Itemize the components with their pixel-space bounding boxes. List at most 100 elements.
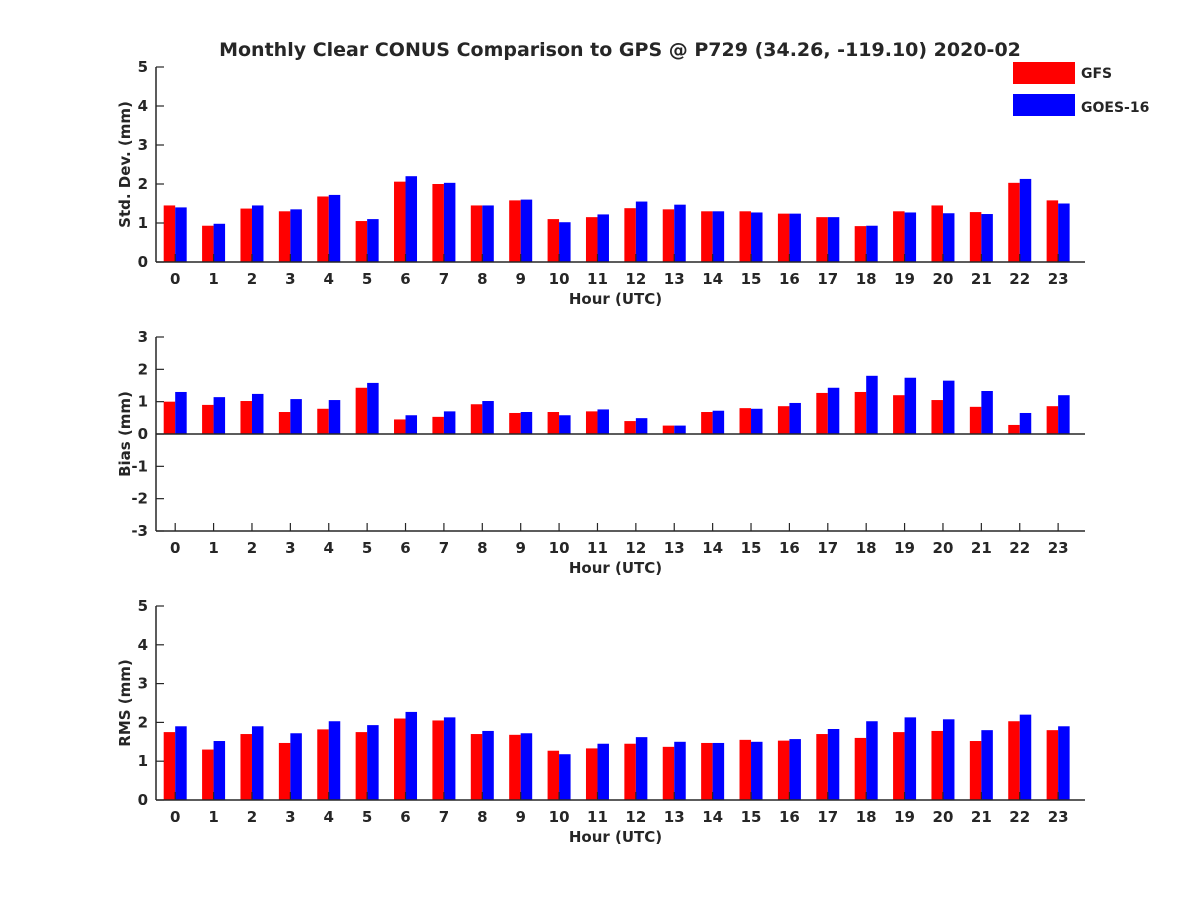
- rms-bar-gfs-0: [163, 732, 176, 800]
- rms-bar-goes-16-3: [290, 733, 302, 800]
- rms-x-tick-label: 2: [247, 808, 257, 826]
- rms-bar-gfs-16: [777, 740, 790, 800]
- rms-bar-goes-16-6: [405, 711, 418, 800]
- rms-bar-goes-16-21: [981, 730, 993, 800]
- rms-y-tick-label: 0: [138, 791, 148, 809]
- std-dev-y-tick-label: 3: [138, 136, 148, 154]
- bias-x-tick-label: 5: [362, 539, 372, 557]
- bias-bar-goes-16-0: [175, 391, 187, 434]
- std-dev-bar-goes-16-9: [520, 199, 533, 262]
- std-dev-bar-gfs-14: [701, 211, 713, 262]
- std-dev-bar-goes-16-23: [1058, 203, 1070, 262]
- rms-bar-gfs-12: [624, 743, 636, 800]
- bias-x-tick-label: 17: [817, 539, 838, 557]
- std-dev-x-tick-label: 21: [971, 270, 992, 288]
- std-dev-x-tick-label: 17: [817, 270, 838, 288]
- std-dev-x-tick-label: 7: [439, 270, 449, 288]
- bias-bar-gfs-12: [624, 421, 636, 434]
- bias-x-tick-label: 8: [477, 539, 487, 557]
- bias-y-tick-label: 3: [138, 328, 148, 346]
- rms-bar-goes-16-1: [213, 741, 226, 800]
- std-dev-bar-gfs-10: [547, 219, 560, 262]
- bias-x-tick-label: 20: [933, 539, 954, 557]
- std-dev-bar-goes-16-8: [482, 205, 494, 262]
- std-dev-bar-gfs-0: [163, 205, 176, 262]
- rms-bar-goes-16-15: [751, 741, 763, 800]
- rms-bar-gfs-11: [585, 748, 598, 800]
- bias-x-tick-label: 9: [515, 539, 525, 557]
- rms-bar-gfs-4: [317, 729, 329, 800]
- rms-bar-goes-16-11: [597, 743, 609, 800]
- std-dev-bar-gfs-9: [509, 200, 521, 262]
- bias-x-tick-label: 4: [324, 539, 334, 557]
- rms-bar-goes-16-19: [904, 717, 917, 800]
- bias-bar-goes-16-22: [1019, 412, 1032, 434]
- std-dev-x-tick-label: 1: [208, 270, 218, 288]
- bias-bar-goes-16-14: [712, 410, 725, 434]
- rms-x-tick-label: 21: [971, 808, 992, 826]
- bias-x-tick-label: 14: [702, 539, 723, 557]
- bias-x-tick-label: 12: [625, 539, 646, 557]
- bias-x-tick-label: 10: [549, 539, 570, 557]
- rms-bar-gfs-5: [355, 732, 368, 800]
- bias-bar-gfs-0: [163, 401, 176, 434]
- rms-bar-gfs-23: [1046, 730, 1059, 800]
- std-dev-x-tick-label: 10: [549, 270, 570, 288]
- bias-bar-goes-16-1: [213, 397, 226, 434]
- std-dev-x-tick-label: 20: [933, 270, 954, 288]
- rms-bar-gfs-13: [662, 746, 675, 800]
- rms-x-tick-label: 19: [894, 808, 915, 826]
- std-dev-bar-goes-16-5: [367, 219, 379, 262]
- bias-x-tick-label: 2: [247, 539, 257, 557]
- std-dev-x-tick-label: 0: [170, 270, 180, 288]
- std-dev-bar-goes-16-10: [559, 222, 571, 262]
- bias-bar-goes-16-15: [751, 408, 763, 434]
- bias-bar-goes-16-21: [981, 391, 993, 434]
- bias-bar-goes-16-2: [251, 393, 264, 434]
- std-dev-x-tick-label: 13: [664, 270, 685, 288]
- rms-bar-goes-16-7: [443, 717, 456, 800]
- bias-bar-gfs-8: [470, 404, 483, 434]
- rms-bar-goes-16-18: [866, 721, 878, 800]
- std-dev-bar-goes-16-1: [213, 223, 226, 262]
- rms-bar-gfs-22: [1008, 721, 1020, 800]
- rms-bar-gfs-2: [240, 734, 252, 800]
- std-dev-x-tick-label: 11: [587, 270, 608, 288]
- std-dev-bar-goes-16-17: [827, 217, 840, 262]
- legend-swatch-goes-16: [1013, 94, 1075, 116]
- rms-y-tick-label: 3: [138, 675, 148, 693]
- std-dev-bar-gfs-15: [739, 211, 752, 262]
- bias-x-tick-label: 19: [894, 539, 915, 557]
- rms-y-tick-label: 2: [138, 713, 148, 731]
- rms-x-tick-label: 18: [856, 808, 877, 826]
- rms-bar-goes-16-14: [712, 742, 725, 800]
- bias-y-tick-label: -2: [131, 490, 148, 508]
- std-dev-bar-gfs-13: [662, 209, 675, 262]
- bias-bar-goes-16-16: [789, 402, 801, 434]
- std-dev-x-axis-label: Hour (UTC): [569, 290, 662, 308]
- rms-bar-goes-16-8: [482, 730, 494, 800]
- std-dev-bar-goes-16-15: [751, 212, 763, 262]
- rms-bar-gfs-18: [854, 737, 867, 800]
- bias-x-axis-label: Hour (UTC): [569, 559, 662, 577]
- rms-x-tick-label: 0: [170, 808, 180, 826]
- std-dev-x-tick-label: 9: [515, 270, 525, 288]
- std-dev-y-tick-label: 0: [138, 253, 148, 271]
- std-dev-y-tick-label: 5: [138, 58, 148, 76]
- std-dev-bar-goes-16-12: [635, 201, 648, 262]
- std-dev-bar-gfs-6: [394, 181, 406, 262]
- bias-x-tick-label: 23: [1048, 539, 1069, 557]
- std-dev-bar-goes-16-11: [597, 214, 609, 262]
- std-dev-x-tick-label: 2: [247, 270, 257, 288]
- bias-x-tick-label: 16: [779, 539, 800, 557]
- bias-bar-goes-16-8: [482, 401, 494, 434]
- bias-x-tick-label: 6: [400, 539, 410, 557]
- std-dev-x-tick-label: 4: [324, 270, 334, 288]
- bias-bar-gfs-19: [893, 395, 905, 434]
- rms-x-tick-label: 10: [549, 808, 570, 826]
- std-dev-y-axis-label: Std. Dev. (mm): [116, 101, 134, 228]
